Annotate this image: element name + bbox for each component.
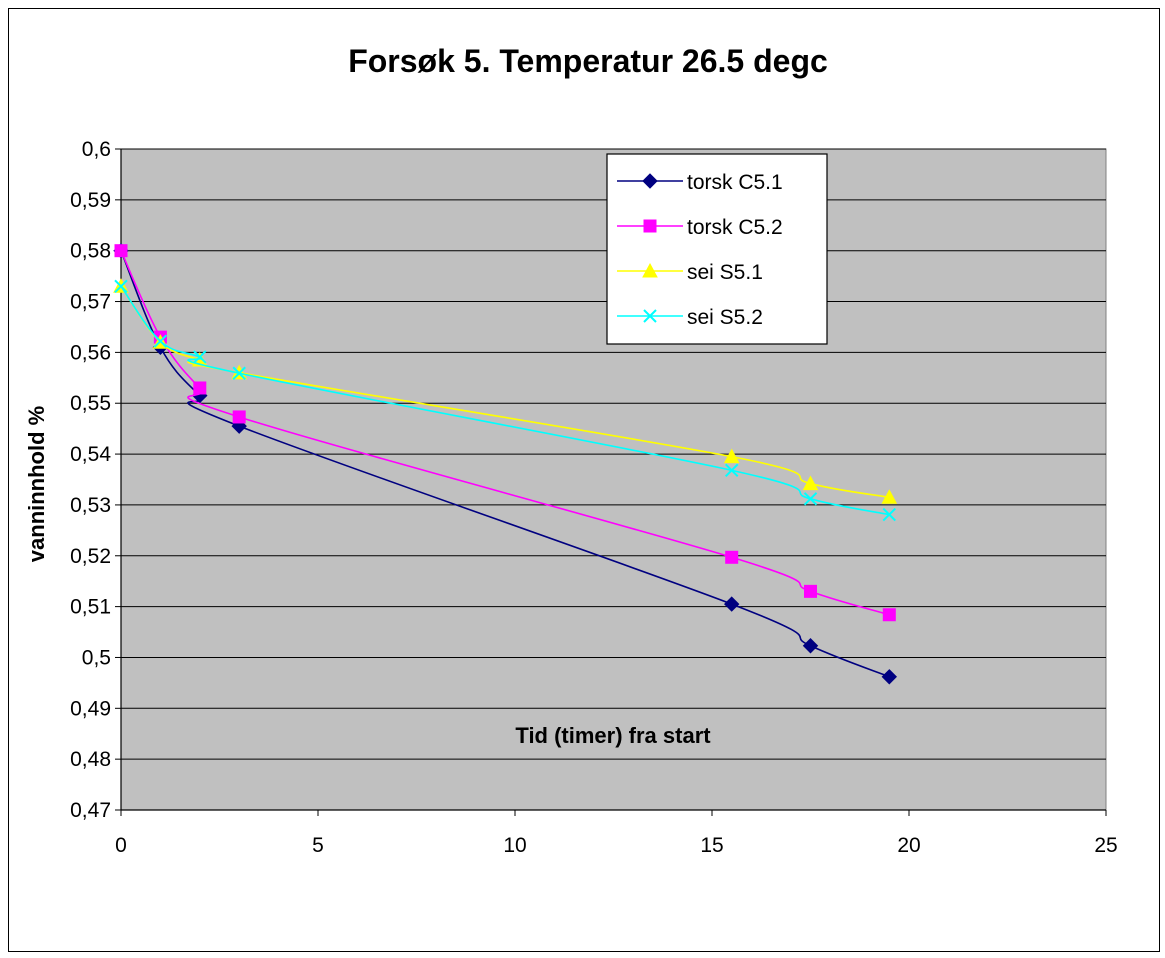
data-point xyxy=(803,492,818,506)
series-line xyxy=(120,250,890,616)
chart-title: Forsøk 5. Temperatur 26.5 degc xyxy=(348,43,828,79)
legend-box xyxy=(606,153,828,345)
legend-item: torsk C5.2 xyxy=(617,216,783,239)
y-tick-label: 0,51 xyxy=(70,596,111,619)
data-point xyxy=(114,244,128,258)
data-point xyxy=(881,669,898,685)
y-tick-label: 0,55 xyxy=(70,392,111,415)
data-point xyxy=(642,173,658,189)
data-point xyxy=(153,334,168,348)
data-point xyxy=(193,381,207,395)
data-point xyxy=(725,550,739,564)
data-point xyxy=(232,366,246,380)
data-point xyxy=(643,219,657,233)
legend-label: torsk C5.2 xyxy=(687,216,783,239)
legend: torsk C5.1 torsk C5.2 sei S5.1 sei S5.2 xyxy=(606,153,828,345)
legend-label: sei S5.1 xyxy=(687,261,763,284)
data-point xyxy=(881,489,898,504)
x-tick-label: 15 xyxy=(700,834,723,857)
legend-item: sei S5.1 xyxy=(617,261,763,284)
series-4 xyxy=(114,279,897,522)
x-tick-label: 25 xyxy=(1094,834,1117,857)
legend-label: torsk C5.1 xyxy=(687,171,783,194)
series-line xyxy=(120,285,890,499)
series-line xyxy=(120,250,890,678)
series-line xyxy=(120,285,890,516)
data-point xyxy=(723,448,740,464)
x-tick-label: 20 xyxy=(897,834,920,857)
x-axis-label: Tid (timer) fra start xyxy=(515,723,711,748)
data-point xyxy=(802,475,819,491)
legend-label: sei S5.2 xyxy=(687,306,763,329)
y-tick-label: 0,54 xyxy=(70,443,111,466)
x-tick-label: 5 xyxy=(312,834,324,857)
y-tick-label: 0,47 xyxy=(70,799,111,822)
data-point xyxy=(802,638,819,654)
y-tick-label: 0,56 xyxy=(70,341,111,364)
data-point xyxy=(882,507,897,522)
data-point xyxy=(804,584,817,598)
data-point xyxy=(114,279,128,293)
data-point xyxy=(643,309,657,323)
data-point xyxy=(193,350,207,364)
y-axis-label: vanninnhold % xyxy=(24,406,49,562)
y-tick-label: 0,6 xyxy=(82,138,111,161)
x-tick-label: 0 xyxy=(115,834,127,857)
y-tick-label: 0,5 xyxy=(82,646,111,669)
y-tick-label: 0,53 xyxy=(70,494,111,517)
y-tick-label: 0,48 xyxy=(70,748,111,771)
legend-item: sei S5.2 xyxy=(617,306,763,329)
data-point xyxy=(232,410,246,424)
data-point xyxy=(724,463,739,478)
y-tick-label: 0,58 xyxy=(70,240,111,263)
legend-item: torsk C5.1 xyxy=(617,171,783,194)
x-tick-label: 10 xyxy=(503,834,526,857)
y-tick-label: 0,49 xyxy=(70,697,111,720)
y-tick-label: 0,59 xyxy=(70,189,111,212)
data-point xyxy=(882,608,896,622)
data-point xyxy=(642,262,658,278)
data-point xyxy=(723,596,740,612)
plot-area: 0,47 0,48 0,49 0,5 0,51 0,52 0,53 0,54 0,55 0,56 0… xyxy=(70,138,1118,857)
y-tick-label: 0,52 xyxy=(70,545,111,568)
y-tick-label: 0,57 xyxy=(70,291,111,314)
